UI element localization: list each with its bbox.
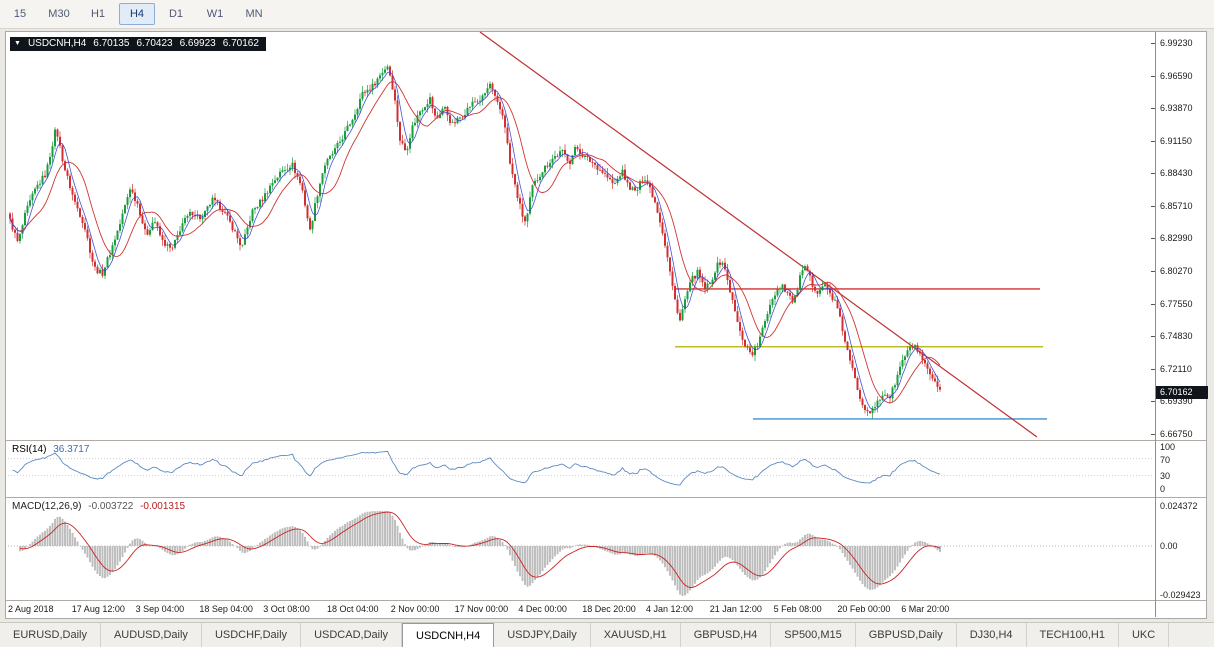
chart-tab-gbpusd-daily[interactable]: GBPUSD,Daily — [856, 623, 957, 647]
price-axis-label: 6.99230 — [1160, 38, 1193, 48]
price-axis-tick — [1151, 433, 1155, 435]
time-axis-label: 4 Dec 00:00 — [518, 604, 567, 614]
price-axis-tick — [1151, 140, 1155, 142]
price-axis-label: 6.69390 — [1160, 396, 1193, 407]
price-axis-label: 6.82990 — [1160, 233, 1193, 244]
chart-tab-bar: EURUSD,Daily AUDUSD,Daily USDCHF,Daily USDC… — [0, 622, 1214, 647]
low-value: 6.69923 — [179, 38, 216, 49]
high-value: 6.70423 — [136, 38, 173, 49]
time-axis-label: 17 Nov 00:00 — [454, 604, 509, 614]
timeframe-button-h1[interactable]: H1 — [90, 8, 106, 20]
macd-signal-value: -0.001315 — [140, 501, 186, 512]
price-axis-label: 6.77550 — [1160, 298, 1193, 309]
time-axis-label: 2 Nov 00:00 — [390, 604, 440, 614]
time-axis-label: 3 Oct 08:00 — [263, 604, 310, 614]
price-axis-tick — [1151, 205, 1155, 207]
chart-tab-audusd-daily[interactable]: AUDUSD,Daily — [101, 623, 202, 647]
rsi-scale-label: 30 — [1160, 471, 1171, 482]
time-axis-label: 6 Mar 20:00 — [901, 604, 950, 614]
price-axis-label: 6.91150 — [1160, 135, 1192, 146]
chart-tab-usdcad-daily[interactable]: USDCAD,Daily — [301, 623, 403, 647]
time-axis-label: 5 Feb 08:00 — [773, 604, 822, 614]
macd-pane-splitter[interactable] — [6, 497, 1207, 498]
time-axis-label: 18 Oct 04:00 — [327, 604, 379, 614]
open-value: 6.70135 — [93, 38, 130, 49]
chart-window[interactable] — [5, 31, 1207, 619]
time-axis-label: 4 Jan 12:00 — [646, 604, 694, 614]
rsi-indicator-label: RSI(14) 36.3717 — [12, 444, 89, 455]
chart-tab-usdchf-daily[interactable]: USDCHF,Daily — [202, 623, 302, 647]
timeframe-button-m30[interactable]: M30 — [48, 8, 70, 20]
price-axis-tick — [1151, 108, 1155, 110]
price-axis-separator — [1155, 32, 1156, 617]
close-value: 6.70162 — [222, 38, 259, 49]
time-axis-label: 2 Aug 2018 — [8, 604, 54, 614]
rsi-scale-label: 70 — [1160, 454, 1171, 465]
timeframe-button-mn[interactable]: MN — [245, 8, 263, 20]
price-axis-tick — [1151, 303, 1155, 305]
chart-tab-usdjpy-daily[interactable]: USDJPY,Daily — [494, 623, 591, 647]
ohlc-readout: ▼ USDCNH,H4 6.70135 6.70423 6.69923 6.70… — [10, 37, 266, 51]
time-axis-label: 21 Jan 12:00 — [709, 604, 762, 614]
price-axis-tick — [1151, 271, 1155, 273]
symbol-timeframe-label: USDCNH,H4 — [27, 38, 87, 49]
time-axis-label: 20 Feb 00:00 — [837, 604, 891, 614]
chart-tab-xauusd-h1[interactable]: XAUUSD,H1 — [591, 623, 681, 647]
time-axis-label: 3 Sep 04:00 — [135, 604, 185, 614]
price-axis-label: 6.74830 — [1160, 331, 1193, 342]
price-axis-tick — [1151, 368, 1155, 370]
macd-main-value: -0.003722 — [88, 501, 134, 512]
chart-tab-tech100-h1[interactable]: TECH100,H1 — [1027, 623, 1119, 647]
current-price-badge: 6.70162 — [1156, 386, 1208, 399]
timeframe-toolbar: 15 M30 H1 H4 D1 W1 MN — [0, 0, 1214, 29]
rsi-scale-label: 0 — [1160, 484, 1166, 494]
price-axis-label: 6.88430 — [1160, 168, 1193, 179]
chart-tab-dj30-h4[interactable]: DJ30,H4 — [957, 623, 1027, 647]
time-axis-label: 18 Sep 04:00 — [199, 604, 253, 614]
time-axis-label: 18 Dec 20:00 — [582, 604, 636, 614]
price-axis-label: 6.72110 — [1160, 363, 1192, 374]
price-axis-label: 6.93870 — [1160, 103, 1193, 114]
rsi-pane-splitter[interactable] — [6, 440, 1207, 441]
chart-tab-gbpusd-h4[interactable]: GBPUSD,H4 — [681, 623, 772, 647]
chart-tab-sp500-m15[interactable]: SP500,M15 — [771, 623, 856, 647]
price-axis-tick — [1151, 75, 1155, 77]
rsi-name: RSI(14) — [12, 444, 47, 455]
timeframe-button-h4[interactable]: H4 — [119, 3, 155, 25]
timeframe-button-d1[interactable]: D1 — [168, 8, 184, 20]
price-axis-tick — [1151, 401, 1155, 403]
price-axis-label: 6.85710 — [1160, 200, 1193, 211]
time-axis-separator — [6, 600, 1207, 601]
macd-scale-bottom: -0.029423 — [1160, 590, 1201, 600]
price-axis-tick — [1151, 173, 1155, 175]
chart-tab-ukc[interactable]: UKC — [1119, 623, 1170, 647]
price-axis-tick — [1151, 43, 1155, 44]
time-axis-label: 17 Aug 12:00 — [71, 604, 125, 614]
price-axis-label: 6.66750 — [1160, 428, 1193, 439]
price-axis-label: 6.80270 — [1160, 266, 1193, 277]
rsi-scale-label: 100 — [1160, 442, 1176, 452]
macd-indicator-label: MACD(12,26,9) -0.003722 -0.001315 — [12, 501, 185, 512]
macd-scale-zero: 0.00 — [1160, 541, 1178, 551]
macd-name: MACD(12,26,9) — [12, 501, 82, 512]
collapse-arrow-icon[interactable]: ▼ — [14, 40, 21, 47]
price-axis-label: 6.96590 — [1160, 70, 1193, 81]
macd-scale-top: 0.024372 — [1160, 501, 1198, 511]
timeframe-button-w1[interactable]: W1 — [206, 8, 224, 20]
price-axis-tick — [1151, 336, 1155, 338]
timeframe-button-15[interactable]: 15 — [13, 8, 27, 20]
chart-tab-eurusd-daily[interactable]: EURUSD,Daily — [0, 623, 101, 647]
price-axis-tick — [1151, 238, 1155, 240]
chart-tab-usdcnh-h4[interactable]: USDCNH,H4 — [402, 623, 495, 647]
rsi-value: 36.3717 — [53, 444, 90, 455]
